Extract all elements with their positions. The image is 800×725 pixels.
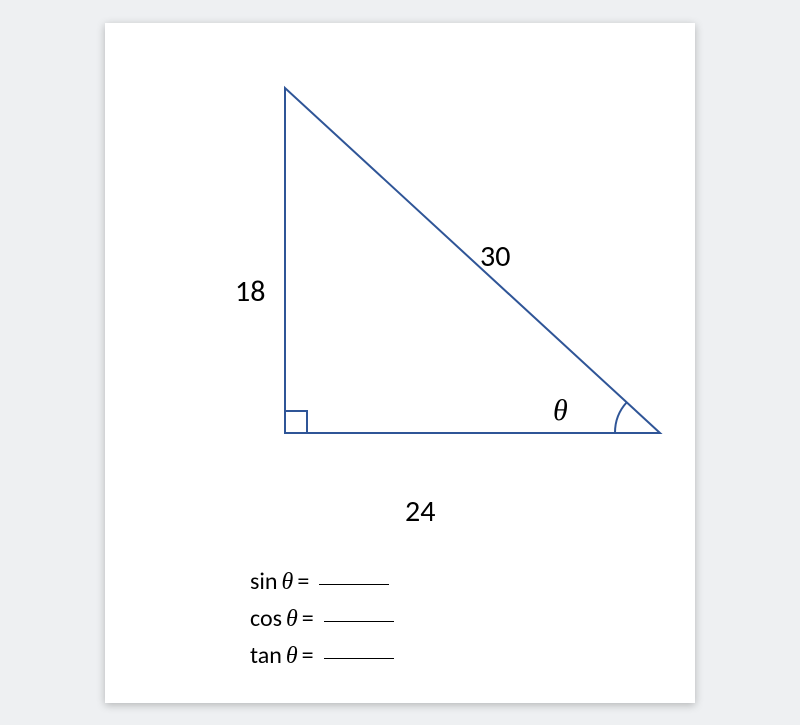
equals-sign: = xyxy=(297,564,309,600)
label-side-30: 30 xyxy=(480,238,510,275)
theta-symbol: θ xyxy=(286,637,298,673)
equals-sign: = xyxy=(302,638,314,674)
equals-sign: = xyxy=(302,601,314,637)
fn-label: cos xyxy=(250,601,282,637)
triangle-diagram: 18 30 24 θ xyxy=(105,23,695,523)
label-side-18: 18 xyxy=(235,273,265,310)
trig-row-sin: sin θ = xyxy=(250,563,394,600)
blank-sin[interactable] xyxy=(319,584,389,585)
theta-symbol: θ xyxy=(286,600,298,636)
trig-equations: sin θ = cos θ = tan θ = xyxy=(250,563,394,674)
triangle-svg xyxy=(105,23,695,523)
trig-row-tan: tan θ = xyxy=(250,637,394,674)
theta-arc xyxy=(615,402,627,433)
triangle-shape xyxy=(285,88,660,433)
blank-tan[interactable] xyxy=(324,658,394,659)
label-side-24: 24 xyxy=(405,493,435,530)
trig-row-cos: cos θ = xyxy=(250,600,394,637)
fn-label: sin xyxy=(250,564,278,600)
label-theta: θ xyxy=(553,393,568,428)
blank-cos[interactable] xyxy=(324,621,394,622)
right-angle-marker xyxy=(285,411,307,433)
fn-label: tan xyxy=(250,638,282,674)
theta-symbol: θ xyxy=(282,563,294,599)
worksheet-page: 18 30 24 θ sin θ = cos θ = tan θ = xyxy=(105,23,695,703)
